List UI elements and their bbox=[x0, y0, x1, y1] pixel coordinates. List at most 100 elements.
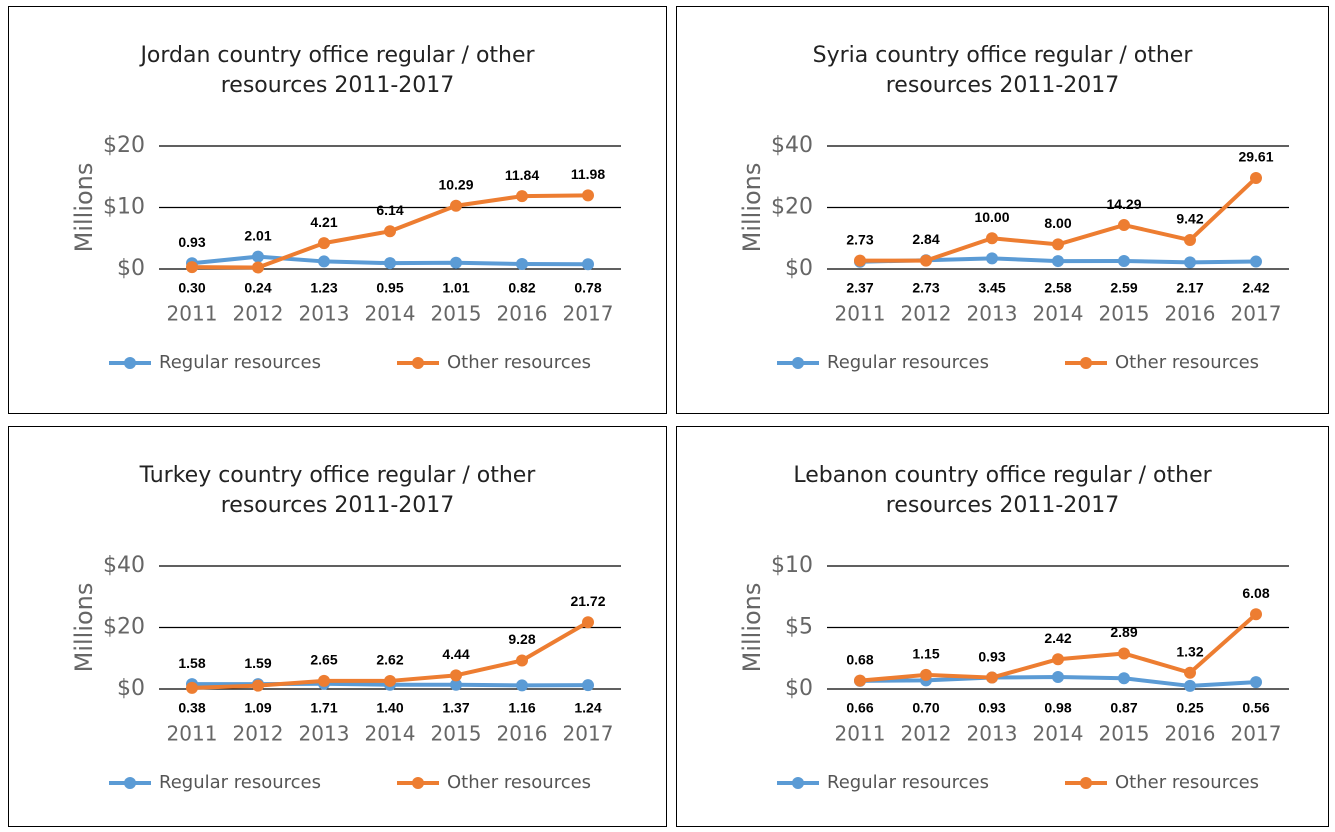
data-label: 9.28 bbox=[508, 631, 535, 647]
y-tick-label: $20 bbox=[103, 615, 145, 640]
data-label: 0.66 bbox=[846, 700, 873, 716]
y-tick-label: $10 bbox=[103, 195, 145, 220]
x-tick-label: 2016 bbox=[497, 722, 548, 746]
data-label: 1.24 bbox=[574, 700, 601, 716]
legend-marker bbox=[412, 357, 424, 369]
data-point bbox=[186, 681, 198, 694]
legend-label: Other resources bbox=[1115, 772, 1259, 793]
data-point bbox=[252, 679, 264, 692]
data-label: 2.73 bbox=[912, 280, 939, 296]
data-point bbox=[1250, 608, 1262, 621]
data-point bbox=[516, 679, 528, 692]
chart: Millions $0 $10 $20 2011 2012 2013 2014 2015 2016… bbox=[70, 133, 621, 373]
data-label: 1.71 bbox=[310, 700, 337, 716]
data-point bbox=[1250, 171, 1262, 184]
chart: Millions $0 $20 $40 2011 2012 2013 2014 2015 2016… bbox=[738, 133, 1289, 373]
x-tick-label: 2016 bbox=[497, 302, 548, 326]
data-point bbox=[450, 256, 462, 269]
data-label: 29.61 bbox=[1238, 149, 1273, 165]
x-tick-label: 2015 bbox=[431, 302, 482, 326]
data-point bbox=[920, 254, 932, 267]
chart-panel: Millions $0 $5 $10 2011 2012 2013 2014 2015 2016 2… bbox=[676, 426, 1329, 827]
data-label: 6.08 bbox=[1242, 585, 1269, 601]
data-label: 1.09 bbox=[244, 700, 271, 716]
x-tick-label: 2015 bbox=[1099, 302, 1150, 326]
data-label: 9.42 bbox=[1176, 211, 1203, 227]
data-label: 1.16 bbox=[508, 700, 535, 716]
data-label: 0.93 bbox=[978, 700, 1005, 716]
data-point bbox=[450, 199, 462, 212]
x-tick-label: 2017 bbox=[563, 302, 614, 326]
y-tick-label: $0 bbox=[785, 676, 813, 701]
title-box: Lebanon country office regular / other r… bbox=[677, 461, 1328, 521]
data-point bbox=[986, 252, 998, 265]
y-tick-label: $5 bbox=[785, 615, 813, 640]
x-tick-label: 2011 bbox=[835, 722, 886, 746]
data-label: 6.14 bbox=[376, 202, 403, 218]
legend-marker bbox=[124, 357, 136, 369]
data-label: 0.24 bbox=[244, 280, 271, 296]
chart: Millions $0 $5 $10 2011 2012 2013 2014 2015 2016 2… bbox=[738, 553, 1289, 793]
data-point bbox=[516, 190, 528, 203]
data-label: 3.45 bbox=[978, 280, 1005, 296]
legend-label: Other resources bbox=[1115, 352, 1259, 373]
data-label: 0.82 bbox=[508, 280, 535, 296]
data-point bbox=[1118, 672, 1130, 685]
data-point bbox=[1184, 256, 1196, 269]
x-tick-label: 2011 bbox=[167, 722, 218, 746]
y-axis-label: Millions bbox=[738, 163, 766, 253]
data-label: 11.98 bbox=[571, 166, 605, 182]
chart-title: Jordan country office regular / other re… bbox=[140, 43, 535, 98]
legend-marker bbox=[792, 777, 804, 789]
data-label: 0.25 bbox=[1176, 700, 1203, 716]
x-tick-label: 2012 bbox=[233, 302, 284, 326]
x-tick-label: 2011 bbox=[835, 302, 886, 326]
data-point bbox=[1250, 676, 1262, 689]
x-tick-label: 2017 bbox=[1231, 722, 1282, 746]
legend-marker bbox=[412, 777, 424, 789]
data-point bbox=[252, 261, 264, 274]
y-tick-label: $0 bbox=[785, 256, 813, 281]
data-label: 14.29 bbox=[1106, 196, 1141, 212]
data-point bbox=[1052, 255, 1064, 268]
data-point bbox=[1184, 234, 1196, 247]
legend-label: Regular resources bbox=[159, 772, 321, 793]
data-label: 4.21 bbox=[310, 214, 337, 230]
data-label: 0.30 bbox=[178, 280, 205, 296]
x-tick-label: 2014 bbox=[1033, 302, 1084, 326]
x-tick-label: 2017 bbox=[563, 722, 614, 746]
data-label: 0.87 bbox=[1110, 700, 1137, 716]
x-tick-label: 2012 bbox=[901, 722, 952, 746]
data-label: 1.59 bbox=[244, 655, 271, 671]
data-point bbox=[450, 678, 462, 691]
data-point bbox=[1052, 653, 1064, 666]
data-label: 0.68 bbox=[846, 651, 873, 667]
x-tick-label: 2015 bbox=[431, 722, 482, 746]
data-point bbox=[318, 237, 330, 250]
data-point bbox=[516, 257, 528, 270]
data-point bbox=[318, 255, 330, 268]
data-point bbox=[1052, 238, 1064, 251]
data-label: 11.84 bbox=[505, 167, 539, 183]
data-label: 2.17 bbox=[1176, 280, 1203, 296]
data-label: 2.37 bbox=[846, 280, 873, 296]
y-axis-label: Millions bbox=[70, 583, 98, 673]
data-point bbox=[854, 674, 866, 687]
x-tick-label: 2015 bbox=[1099, 722, 1150, 746]
data-label: 1.01 bbox=[442, 280, 469, 296]
data-label: 2.89 bbox=[1110, 624, 1137, 640]
data-point bbox=[986, 671, 998, 684]
y-axis-label: Millions bbox=[738, 583, 766, 673]
data-point bbox=[384, 674, 396, 687]
x-tick-label: 2016 bbox=[1165, 722, 1216, 746]
y-tick-label: $20 bbox=[103, 133, 145, 158]
chart-title: Turkey country office regular / other re… bbox=[139, 463, 536, 518]
legend-marker bbox=[792, 357, 804, 369]
data-label: 2.62 bbox=[376, 652, 403, 668]
data-point bbox=[318, 674, 330, 687]
data-point bbox=[1184, 679, 1196, 692]
data-point bbox=[1118, 255, 1130, 268]
data-label: 2.59 bbox=[1110, 280, 1137, 296]
data-label: 0.78 bbox=[574, 280, 601, 296]
y-axis-label: Millions bbox=[70, 163, 98, 253]
